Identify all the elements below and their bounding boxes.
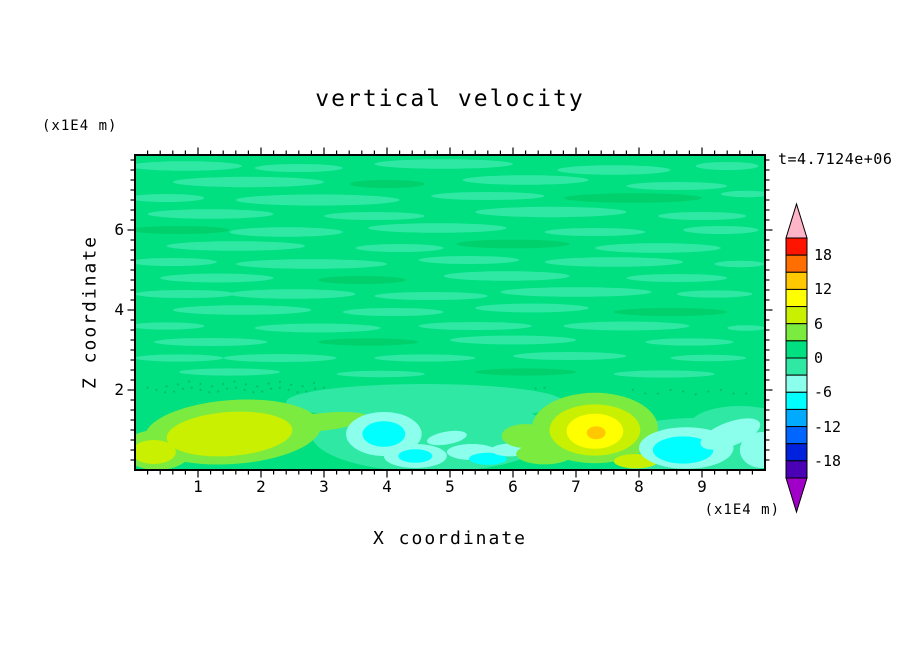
colorbar-tick-label: -12 <box>814 417 842 436</box>
colorbar <box>785 202 808 514</box>
x-tick-label: 6 <box>508 477 518 496</box>
colorbar-tick-label: 12 <box>814 280 833 299</box>
axis-ticks <box>127 147 773 478</box>
x-tick-label: 8 <box>634 477 644 496</box>
colorbar-tick-label: -18 <box>814 451 842 470</box>
y-tick-label: 2 <box>114 380 124 399</box>
y-tick-label: 4 <box>114 300 124 319</box>
x-tick-label: 7 <box>571 477 581 496</box>
chart-title: vertical velocity <box>315 86 585 112</box>
y-axis-unit-label: (x1E4 m) <box>42 118 118 134</box>
x-tick-label: 2 <box>256 477 266 496</box>
x-tick-label: 1 <box>193 477 203 496</box>
x-axis-title: X coordinate <box>372 528 528 549</box>
y-axis-title: Z coordinate <box>79 234 101 390</box>
x-tick-label: 5 <box>445 477 455 496</box>
time-annotation: t=4.7124e+06 <box>778 150 893 168</box>
contour-field <box>135 155 765 470</box>
x-tick-label: 4 <box>382 477 392 496</box>
colorbar-tick-label: 18 <box>814 246 833 265</box>
x-tick-label: 3 <box>319 477 329 496</box>
y-tick-label: 6 <box>114 220 124 239</box>
colorbar-tick-label: 0 <box>814 349 824 367</box>
x-tick-label: 9 <box>697 477 707 496</box>
x-axis-unit-label: (x1E4 m) <box>704 502 780 518</box>
colorbar-tick-label: 6 <box>814 314 824 333</box>
colorbar-tick-label: -6 <box>814 383 833 402</box>
